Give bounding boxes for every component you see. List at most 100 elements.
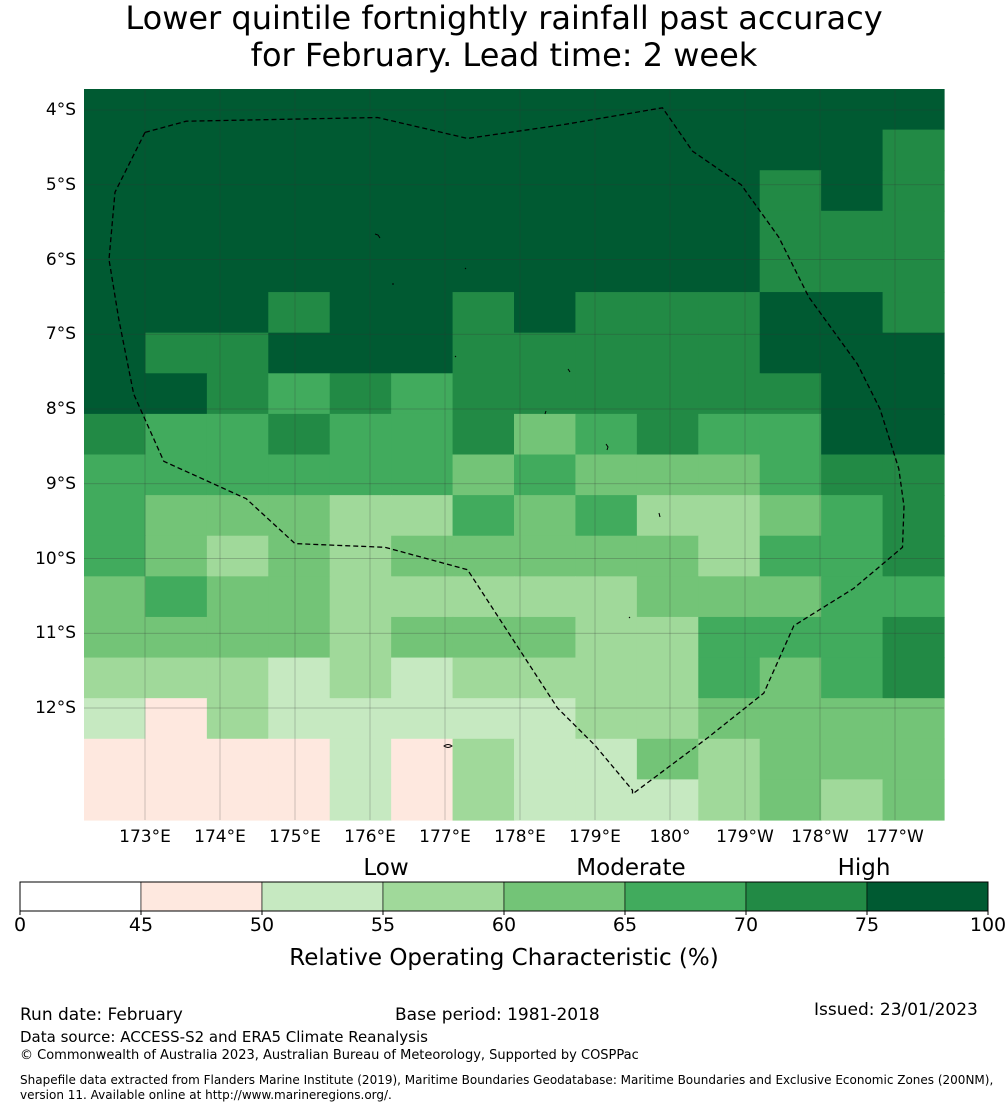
roc-cell xyxy=(452,495,515,537)
colorbar-tick-label: 100 xyxy=(969,914,1007,936)
roc-cell xyxy=(268,292,331,334)
map-title-line2: for February. Lead time: 2 week xyxy=(250,36,758,74)
roc-cell xyxy=(391,89,454,131)
roc-cell xyxy=(882,616,945,659)
roc-cell xyxy=(391,535,454,577)
roc-cell xyxy=(452,698,515,740)
roc-cell xyxy=(698,129,761,171)
roc-cell xyxy=(206,657,269,699)
roc-cell xyxy=(759,251,822,293)
roc-cell xyxy=(391,576,454,618)
roc-cell xyxy=(268,576,331,618)
roc-cell xyxy=(882,454,945,496)
roc-cell xyxy=(759,292,822,334)
roc-cell xyxy=(821,210,884,253)
roc-cell xyxy=(514,373,577,415)
roc-cell xyxy=(452,616,515,659)
colorbar-tick-label: 60 xyxy=(491,914,517,936)
roc-cell xyxy=(636,332,699,374)
data-source-text: Data source: ACCESS-S2 and ERA5 Climate … xyxy=(20,1028,428,1046)
roc-cell xyxy=(84,332,147,374)
roc-cell xyxy=(391,698,454,740)
roc-cell xyxy=(759,576,822,618)
shapefile-credit-line2: version 11. Available online at http://w… xyxy=(20,1088,392,1102)
roc-cell xyxy=(391,738,454,780)
roc-cell xyxy=(514,292,577,334)
colorbar-segment xyxy=(624,881,747,912)
eez-boundary-line xyxy=(108,107,905,796)
roc-cell xyxy=(636,576,699,618)
latitude-label: 11°S xyxy=(35,623,76,644)
roc-cell xyxy=(514,535,577,577)
roc-cell xyxy=(575,698,638,740)
longitude-label: 178°W xyxy=(791,827,849,847)
roc-cell xyxy=(698,89,761,131)
longitude-label: 175°E xyxy=(269,827,321,847)
roc-cell xyxy=(268,454,331,496)
longitude-label: 176°E xyxy=(344,827,396,847)
roc-cell xyxy=(452,210,515,253)
island-shape xyxy=(454,355,457,358)
roc-cell xyxy=(636,698,699,740)
colorbar-category-high: High xyxy=(837,855,891,881)
roc-cell xyxy=(636,413,699,456)
roc-cell xyxy=(268,657,331,699)
roc-cell xyxy=(514,210,577,253)
roc-cell xyxy=(759,535,822,577)
roc-cell xyxy=(206,616,269,659)
roc-cell xyxy=(206,170,269,212)
longitude-label: 180° xyxy=(649,827,691,847)
roc-cell xyxy=(759,413,822,456)
roc-cell xyxy=(759,657,822,699)
roc-cell xyxy=(821,738,884,780)
colorbar-segment xyxy=(261,881,384,912)
roc-cell xyxy=(698,779,761,821)
roc-cell xyxy=(882,251,945,293)
roc-cell xyxy=(268,170,331,212)
roc-cell xyxy=(452,576,515,618)
colorbar-segment xyxy=(745,881,868,912)
roc-cell xyxy=(268,616,331,659)
roc-cell xyxy=(636,454,699,496)
roc-cell xyxy=(206,292,269,334)
colorbar-tick-label: 50 xyxy=(249,914,275,936)
colorbar-tick-label: 0 xyxy=(13,914,27,936)
roc-cell xyxy=(514,779,577,821)
map-title-line1: Lower quintile fortnightly rainfall past… xyxy=(125,0,883,37)
roc-cell xyxy=(84,413,147,456)
roc-cell xyxy=(391,332,454,374)
island-shape xyxy=(605,443,609,451)
roc-cell xyxy=(698,535,761,577)
roc-cell xyxy=(206,698,269,740)
latitude-label: 9°S xyxy=(45,473,76,494)
roc-cell xyxy=(821,129,884,171)
roc-cell xyxy=(821,251,884,293)
roc-cell xyxy=(575,89,638,131)
roc-cell xyxy=(452,413,515,456)
roc-cell xyxy=(145,779,208,821)
island-shape xyxy=(464,267,467,270)
roc-cell xyxy=(698,210,761,253)
roc-cell xyxy=(84,495,147,537)
roc-cell xyxy=(514,698,577,740)
roc-cell xyxy=(882,738,945,780)
roc-cell xyxy=(698,373,761,415)
roc-cell xyxy=(821,292,884,334)
roc-cell xyxy=(145,292,208,334)
roc-cell xyxy=(452,170,515,212)
roc-cell xyxy=(391,454,454,496)
roc-cell xyxy=(268,129,331,171)
latitude-label: 12°S xyxy=(35,698,76,718)
roc-cell xyxy=(145,413,208,456)
roc-cell xyxy=(759,332,822,374)
roc-cell xyxy=(575,210,638,253)
roc-cell xyxy=(882,779,945,821)
roc-cell xyxy=(329,495,392,537)
roc-cell xyxy=(391,129,454,171)
roc-cell xyxy=(882,413,945,456)
colorbar-category-low: Low xyxy=(363,855,409,881)
roc-cell xyxy=(759,89,822,131)
roc-cell xyxy=(882,210,945,253)
base-period-text: Base period: 1981-2018 xyxy=(395,1005,600,1025)
roc-cell xyxy=(329,454,392,496)
